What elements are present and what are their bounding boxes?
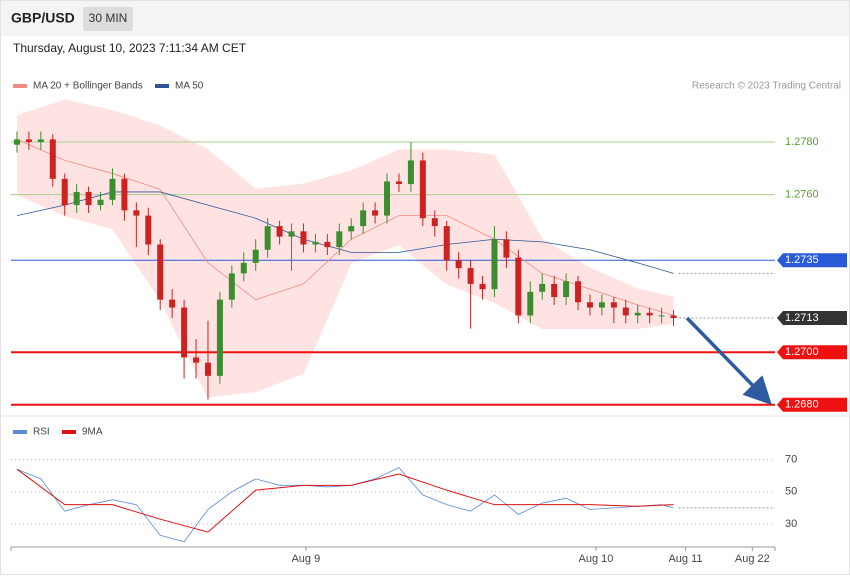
candle-body: [372, 210, 379, 216]
candle-body: [634, 312, 641, 316]
level-label: 1.2735: [785, 254, 819, 266]
candle-body: [13, 139, 20, 145]
level-label: 1.2713: [785, 312, 819, 324]
candle-body: [407, 160, 414, 185]
timeframe-box: [83, 7, 133, 31]
legend-swatch: [155, 84, 169, 88]
header-bar: [1, 1, 849, 36]
candle-body: [61, 178, 68, 206]
legend-swatch: [13, 430, 27, 434]
candle-body: [551, 283, 558, 298]
level-box: [777, 311, 847, 326]
legend-swatch: [62, 430, 76, 434]
legend-label: RSI: [33, 427, 50, 438]
level-label: 1.2780: [785, 136, 819, 148]
candle-body: [586, 302, 593, 308]
candle-body: [288, 231, 295, 237]
symbol: GBP/USD: [11, 10, 75, 26]
candle-body: [193, 357, 200, 363]
level-label: 1.2700: [785, 346, 819, 358]
candle-body: [431, 218, 438, 227]
candle-body: [610, 302, 617, 308]
legend-label: MA 20 + Bollinger Bands: [33, 81, 143, 92]
candle-body: [133, 210, 140, 216]
legend-swatch: [13, 84, 27, 88]
level-box: [777, 253, 847, 268]
x-tick-label: Aug 11: [668, 553, 702, 565]
candle-body: [563, 281, 570, 298]
candle-body: [181, 307, 188, 358]
candle-body: [109, 178, 116, 200]
x-tick-label: Aug 10: [579, 553, 614, 565]
credit: Research © 2023 Trading Central: [692, 81, 841, 92]
candle-body: [443, 226, 450, 261]
candle-body: [312, 241, 319, 245]
candle-body: [25, 139, 32, 143]
candle-body: [49, 139, 56, 179]
candle-body: [300, 231, 307, 245]
candle-body: [419, 160, 426, 219]
candle-body: [575, 281, 582, 303]
candle-body: [455, 260, 462, 269]
candle-body: [598, 302, 605, 308]
candle-body: [204, 362, 211, 376]
candle-body: [467, 268, 474, 284]
candle-body: [145, 215, 152, 245]
candle-body: [228, 273, 235, 300]
timeframe: 30 MIN: [89, 11, 128, 25]
candle-body: [324, 241, 331, 248]
timestamp: Thursday, August 10, 2023 7:11:34 AM CET: [13, 41, 247, 55]
candle-body: [491, 239, 498, 290]
candle-body: [85, 191, 92, 206]
candle-body: [336, 231, 343, 248]
bollinger-upper: [16, 99, 674, 298]
candle-body: [216, 299, 223, 376]
candle-body: [539, 283, 546, 292]
candle-body: [515, 257, 522, 316]
candle-body: [670, 315, 677, 319]
candle-body: [264, 226, 271, 250]
rsi-line: [16, 468, 674, 533]
candle-body: [73, 191, 80, 206]
candle-body: [121, 178, 128, 211]
candle-body: [169, 299, 176, 308]
x-tick-label: Aug 9: [291, 553, 320, 565]
candle-body: [97, 199, 104, 206]
y-tick-label: 30: [785, 518, 797, 530]
x-tick-label: Aug 22: [735, 553, 770, 565]
candle-body: [360, 210, 367, 227]
level-label: 1.2760: [785, 188, 819, 200]
candle-body: [252, 249, 259, 263]
level-box: [777, 345, 847, 360]
candle-body: [240, 262, 247, 274]
y-tick-label: 70: [785, 453, 797, 465]
legend-label: MA 50: [175, 81, 204, 92]
candle-body: [157, 244, 164, 300]
candle-body: [503, 239, 510, 258]
level-label: 1.2680: [785, 399, 819, 411]
candle-body: [276, 226, 283, 237]
candle-body: [527, 291, 534, 316]
candle-body: [658, 315, 665, 317]
candle-body: [384, 181, 391, 216]
candle-body: [395, 181, 402, 185]
candle-body: [646, 312, 653, 316]
candle-body: [348, 226, 355, 232]
candle-body: [479, 283, 486, 290]
ma-line: [16, 191, 674, 274]
bollinger-lower: [16, 194, 674, 398]
forecast-arrow: [685, 316, 772, 406]
candle-body: [37, 139, 44, 143]
candle-body: [622, 307, 629, 316]
y-tick-label: 50: [785, 486, 797, 498]
legend-label: 9MA: [82, 427, 103, 438]
level-box: [777, 397, 847, 412]
